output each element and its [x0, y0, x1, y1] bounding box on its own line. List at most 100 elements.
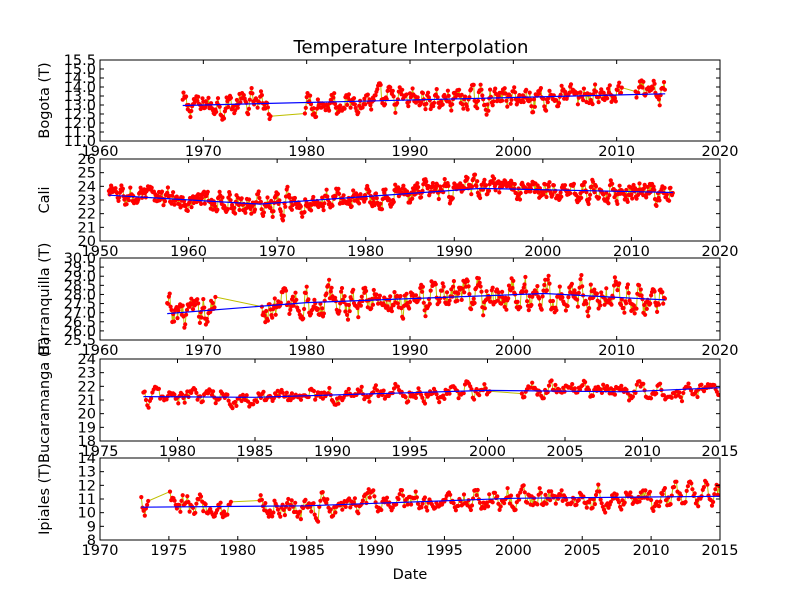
- data-point: [461, 391, 466, 396]
- data-point: [619, 297, 624, 302]
- data-point: [181, 90, 186, 95]
- data-point: [202, 201, 207, 206]
- data-point: [311, 501, 316, 506]
- data-point: [486, 504, 491, 509]
- data-point: [575, 102, 581, 107]
- data-point: [652, 81, 657, 86]
- data-point: [491, 99, 496, 104]
- y-tick-label: 26.5: [64, 315, 96, 331]
- x-tick-label: 1960: [82, 144, 119, 160]
- data-point: [525, 500, 530, 505]
- data-point: [347, 496, 352, 501]
- y-tick-label: 14.0: [64, 80, 96, 96]
- data-point: [469, 192, 474, 197]
- data-point: [379, 507, 384, 513]
- data-point: [377, 293, 382, 298]
- data-point: [341, 193, 346, 198]
- data-point: [472, 397, 477, 402]
- figure-title: Temperature Interpolation: [293, 37, 529, 58]
- data-point: [475, 98, 481, 103]
- data-point: [420, 395, 425, 400]
- data-point: [371, 98, 376, 103]
- data-point: [547, 180, 552, 185]
- data-point: [575, 297, 580, 302]
- data-point: [433, 505, 438, 510]
- data-point: [356, 511, 361, 516]
- data-point: [615, 201, 620, 206]
- data-point: [396, 497, 401, 502]
- data-point: [247, 197, 252, 202]
- data-point: [589, 184, 594, 189]
- data-point: [657, 198, 662, 203]
- y-tick-label: 27.0: [64, 306, 96, 322]
- y-tick-label: 14: [78, 451, 96, 467]
- data-point: [287, 311, 292, 316]
- data-point: [289, 207, 294, 212]
- data-point: [471, 176, 476, 181]
- x-tick-label: 2000: [469, 444, 506, 460]
- data-point: [378, 201, 383, 206]
- data-point: [508, 101, 513, 106]
- data-point: [336, 401, 341, 406]
- data-point: [651, 184, 656, 189]
- data-point: [162, 199, 168, 204]
- data-point: [622, 310, 627, 315]
- data-point: [170, 193, 175, 198]
- data-point: [143, 397, 149, 403]
- y-tick-label: 15.5: [64, 53, 96, 69]
- data-point: [562, 183, 568, 188]
- data-point: [227, 192, 232, 197]
- y-tick-label: 14.5: [64, 71, 96, 87]
- data-point: [437, 299, 442, 305]
- data-point: [278, 300, 283, 305]
- x-tick-label: 1995: [426, 543, 463, 559]
- data-point: [306, 501, 312, 506]
- data-point: [349, 204, 354, 209]
- data-point: [189, 108, 194, 114]
- data-point: [590, 102, 595, 107]
- y-tick-label: 10: [78, 506, 96, 522]
- data-point: [568, 191, 573, 196]
- data-point: [517, 197, 523, 202]
- data-point: [565, 303, 570, 309]
- data-point: [203, 502, 208, 507]
- data-point: [326, 283, 331, 288]
- data-point: [422, 401, 428, 406]
- data-points: [106, 172, 675, 223]
- data-point: [493, 86, 498, 91]
- data-point: [351, 500, 356, 505]
- y-tick-label: 21: [78, 220, 96, 236]
- data-point: [451, 284, 456, 289]
- data-point: [196, 497, 201, 502]
- data-point: [481, 313, 486, 318]
- data-point: [308, 311, 314, 316]
- data-point: [609, 302, 614, 307]
- data-point: [475, 179, 480, 184]
- data-point: [641, 381, 646, 386]
- data-point: [343, 309, 348, 314]
- data-point: [465, 107, 470, 112]
- data-point: [298, 517, 303, 522]
- data-point: [345, 312, 350, 317]
- data-point: [212, 305, 217, 310]
- data-point: [522, 490, 527, 495]
- data-point: [119, 183, 124, 188]
- data-point: [632, 311, 637, 316]
- data-point: [515, 493, 521, 498]
- data-point: [199, 315, 204, 320]
- x-tick-label: 1990: [392, 343, 429, 359]
- data-point: [265, 195, 270, 200]
- data-point: [669, 395, 674, 400]
- data-point: [462, 290, 467, 295]
- data-point: [587, 500, 592, 505]
- x-tick-label: 1950: [82, 244, 119, 260]
- data-point: [270, 315, 275, 320]
- data-point: [685, 484, 691, 489]
- data-point: [581, 86, 587, 91]
- data-point: [355, 305, 360, 311]
- x-tick-label: 1960: [82, 343, 119, 359]
- x-tick-label: 1985: [288, 543, 325, 559]
- trend-line: [182, 93, 666, 107]
- data-point: [263, 501, 268, 506]
- data-point: [337, 309, 342, 314]
